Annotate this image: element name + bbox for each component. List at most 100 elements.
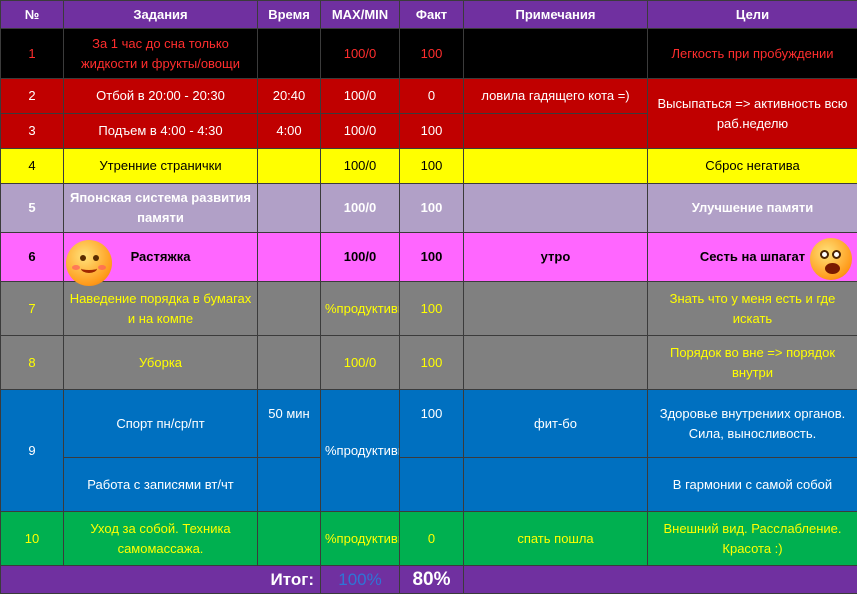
cell-fact[interactable]: 100 xyxy=(399,113,464,149)
cell-maxmin[interactable]: 100/0 xyxy=(320,28,400,79)
col-header-time[interactable]: Время xyxy=(257,0,321,29)
cell-time[interactable]: 20:40 xyxy=(257,78,321,114)
cell-goal[interactable]: Улучшение памяти xyxy=(647,183,857,233)
cell-time[interactable] xyxy=(257,281,321,336)
table-row: Работа с записями вт/чт В гармонии с сам… xyxy=(1,457,857,512)
cell-note[interactable] xyxy=(463,148,648,184)
cell-note[interactable] xyxy=(463,28,648,79)
cell-maxmin[interactable]: 100/0 xyxy=(320,232,400,282)
cell-num[interactable]: 10 xyxy=(0,511,64,566)
table-row: 1 За 1 час до сна только жидкости и фрук… xyxy=(0,28,857,79)
cell-task[interactable]: Уход за собой. Техника самомассажа. xyxy=(63,511,258,566)
col-header-tasks[interactable]: Задания xyxy=(63,0,258,29)
cell-fact[interactable]: 100 xyxy=(399,281,464,336)
cell-task[interactable]: Японская система развития памяти xyxy=(63,183,258,233)
cell-time[interactable] xyxy=(257,183,321,233)
cell-goal[interactable]: Высыпаться => активность всю раб.неделю xyxy=(647,78,857,149)
table-row: 4 Утренние странички 100/0 100 Сброс нег… xyxy=(0,148,857,184)
col-header-fact[interactable]: Факт xyxy=(399,0,464,29)
total-row: Итог: 100% 80% xyxy=(0,565,857,594)
cell-goal[interactable]: Здоровье внутрениих органов. Сила, вынос… xyxy=(647,389,857,458)
table-row: 8 Уборка 100/0 100 Порядок во вне => пор… xyxy=(0,335,857,390)
cell-num[interactable]: 9 xyxy=(0,389,64,512)
cell-task[interactable]: Наведение порядка в бумагах и на компе xyxy=(63,281,258,336)
cell-note[interactable]: ловила гадящего кота =) xyxy=(463,78,648,114)
col-header-maxmin[interactable]: MAX/MIN xyxy=(320,0,400,29)
smiley-icon xyxy=(810,238,852,280)
cell-task[interactable]: Утренние странички xyxy=(63,148,258,184)
cell-maxmin[interactable]: %продуктивности xyxy=(320,511,400,566)
cell-maxmin[interactable]: 100/0 xyxy=(320,183,400,233)
cell-goal[interactable]: Порядок во вне => порядок внутри xyxy=(647,335,857,390)
cell-goal[interactable]: Легкость при пробуждении xyxy=(647,28,857,79)
col-header-num[interactable]: № xyxy=(0,0,64,29)
cell-fact[interactable]: 100 xyxy=(399,232,464,282)
cell-num[interactable]: 2 xyxy=(0,78,64,114)
total-label: Итог: xyxy=(0,565,321,594)
cell-goal[interactable]: В гармонии с самой собой xyxy=(647,457,857,512)
cell-note[interactable] xyxy=(463,281,648,336)
cell-num[interactable]: 6 xyxy=(0,232,64,282)
cell-note[interactable] xyxy=(463,335,648,390)
cell-time[interactable] xyxy=(257,232,321,282)
cell-maxmin[interactable]: 100/0 xyxy=(320,148,400,184)
table-row: 6 Растяжка 100/0 100 утро Сесть на шпага… xyxy=(0,232,857,282)
cell-note[interactable]: спать пошла xyxy=(463,511,648,566)
cell-task[interactable]: Спорт пн/ср/пт xyxy=(63,389,258,458)
table-row: 5 Японская система развития памяти 100/0… xyxy=(0,183,857,233)
cell-fact[interactable]: 100 xyxy=(399,148,464,184)
cell-note[interactable] xyxy=(463,457,648,512)
cell-note[interactable]: утро xyxy=(463,232,648,282)
table-row: 2 Отбой в 20:00 - 20:30 20:40 100/0 0 ло… xyxy=(0,78,857,149)
cell-time[interactable] xyxy=(257,511,321,566)
cell-note[interactable] xyxy=(463,113,648,149)
cell-goal[interactable]: Знать что у меня есть и где искать xyxy=(647,281,857,336)
total-fact[interactable]: 80% xyxy=(399,565,464,594)
cell-num[interactable]: 8 xyxy=(0,335,64,390)
cell-time[interactable]: 4:00 xyxy=(257,113,321,149)
cell-maxmin[interactable]: 100/0 xyxy=(320,78,400,114)
total-empty xyxy=(463,565,857,594)
cell-time[interactable] xyxy=(257,457,321,512)
cell-fact[interactable]: 0 xyxy=(399,511,464,566)
table-row: 7 Наведение порядка в бумагах и на компе… xyxy=(0,281,857,336)
header-row: № Задания Время MAX/MIN Факт Примечания … xyxy=(0,0,857,29)
table-row: 9 Спорт пн/ср/пт 50 мин %продуктивности … xyxy=(0,389,857,512)
cell-maxmin[interactable]: 100/0 xyxy=(320,335,400,390)
cell-time[interactable] xyxy=(257,335,321,390)
cell-maxmin[interactable]: 100/0 xyxy=(320,113,400,149)
table-row: 3 Подъем в 4:00 - 4:30 4:00 100/0 100 xyxy=(0,113,857,149)
cell-fact[interactable] xyxy=(399,457,464,512)
total-plan[interactable]: 100% xyxy=(320,565,400,594)
cell-num[interactable]: 5 xyxy=(0,183,64,233)
cell-maxmin[interactable]: %продуктивности xyxy=(320,281,400,336)
cell-goal[interactable]: Сброс негатива xyxy=(647,148,857,184)
cell-num[interactable]: 4 xyxy=(0,148,64,184)
cell-time[interactable] xyxy=(257,28,321,79)
cell-note[interactable] xyxy=(463,183,648,233)
cell-num[interactable]: 3 xyxy=(0,113,64,149)
cell-time[interactable]: 50 мин xyxy=(257,389,321,458)
cell-task[interactable]: Подъем в 4:00 - 4:30 xyxy=(63,113,258,149)
cell-task[interactable]: Отбой в 20:00 - 20:30 xyxy=(63,78,258,114)
cell-num[interactable]: 1 xyxy=(0,28,64,79)
cell-fact[interactable]: 100 xyxy=(399,335,464,390)
cell-note[interactable]: фит-бо xyxy=(463,389,648,458)
cell-fact[interactable]: 0 xyxy=(399,78,464,114)
cell-num[interactable]: 7 xyxy=(0,281,64,336)
table-row: 10 Уход за собой. Техника самомассажа. %… xyxy=(0,511,857,566)
cell-task[interactable]: За 1 час до сна только жидкости и фрукты… xyxy=(63,28,258,79)
cell-fact[interactable]: 100 xyxy=(399,389,464,458)
cell-time[interactable] xyxy=(257,148,321,184)
cell-fact[interactable]: 100 xyxy=(399,183,464,233)
cell-maxmin[interactable]: %продуктивности xyxy=(320,389,400,512)
cell-goal[interactable]: Внешний вид. Расслабление. Красота :) xyxy=(647,511,857,566)
cell-task[interactable]: Работа с записями вт/чт xyxy=(63,457,258,512)
smiley-icon xyxy=(66,240,112,286)
col-header-notes[interactable]: Примечания xyxy=(463,0,648,29)
cell-fact[interactable]: 100 xyxy=(399,28,464,79)
cell-task[interactable]: Уборка xyxy=(63,335,258,390)
col-header-goals[interactable]: Цели xyxy=(647,0,857,29)
